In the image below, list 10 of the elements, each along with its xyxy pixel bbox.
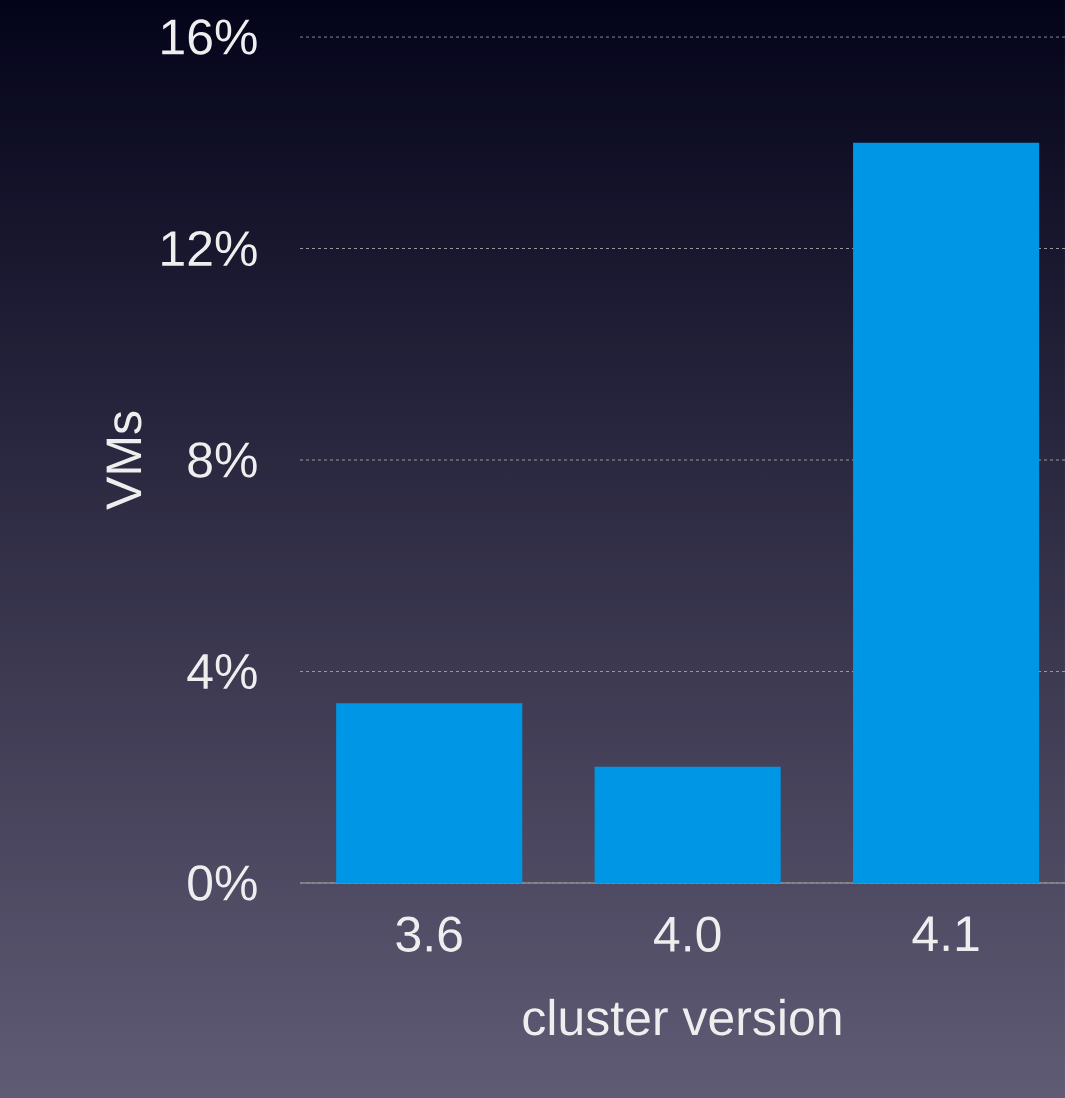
y-tick-label: 16% xyxy=(162,19,257,55)
y-axis-title: VMs xyxy=(106,411,142,510)
x-axis-title: cluster version xyxy=(523,998,841,1036)
y-tick-label: 12% xyxy=(162,230,257,267)
x-tick-label: 3.6 xyxy=(396,916,462,952)
y-tick-label: 0% xyxy=(188,865,257,901)
x-tick-label: 4.0 xyxy=(654,916,721,952)
y-tick-label: 8% xyxy=(188,442,257,478)
x-tick-label: 4.1 xyxy=(912,916,979,951)
y-tick-label: 4% xyxy=(187,654,257,689)
